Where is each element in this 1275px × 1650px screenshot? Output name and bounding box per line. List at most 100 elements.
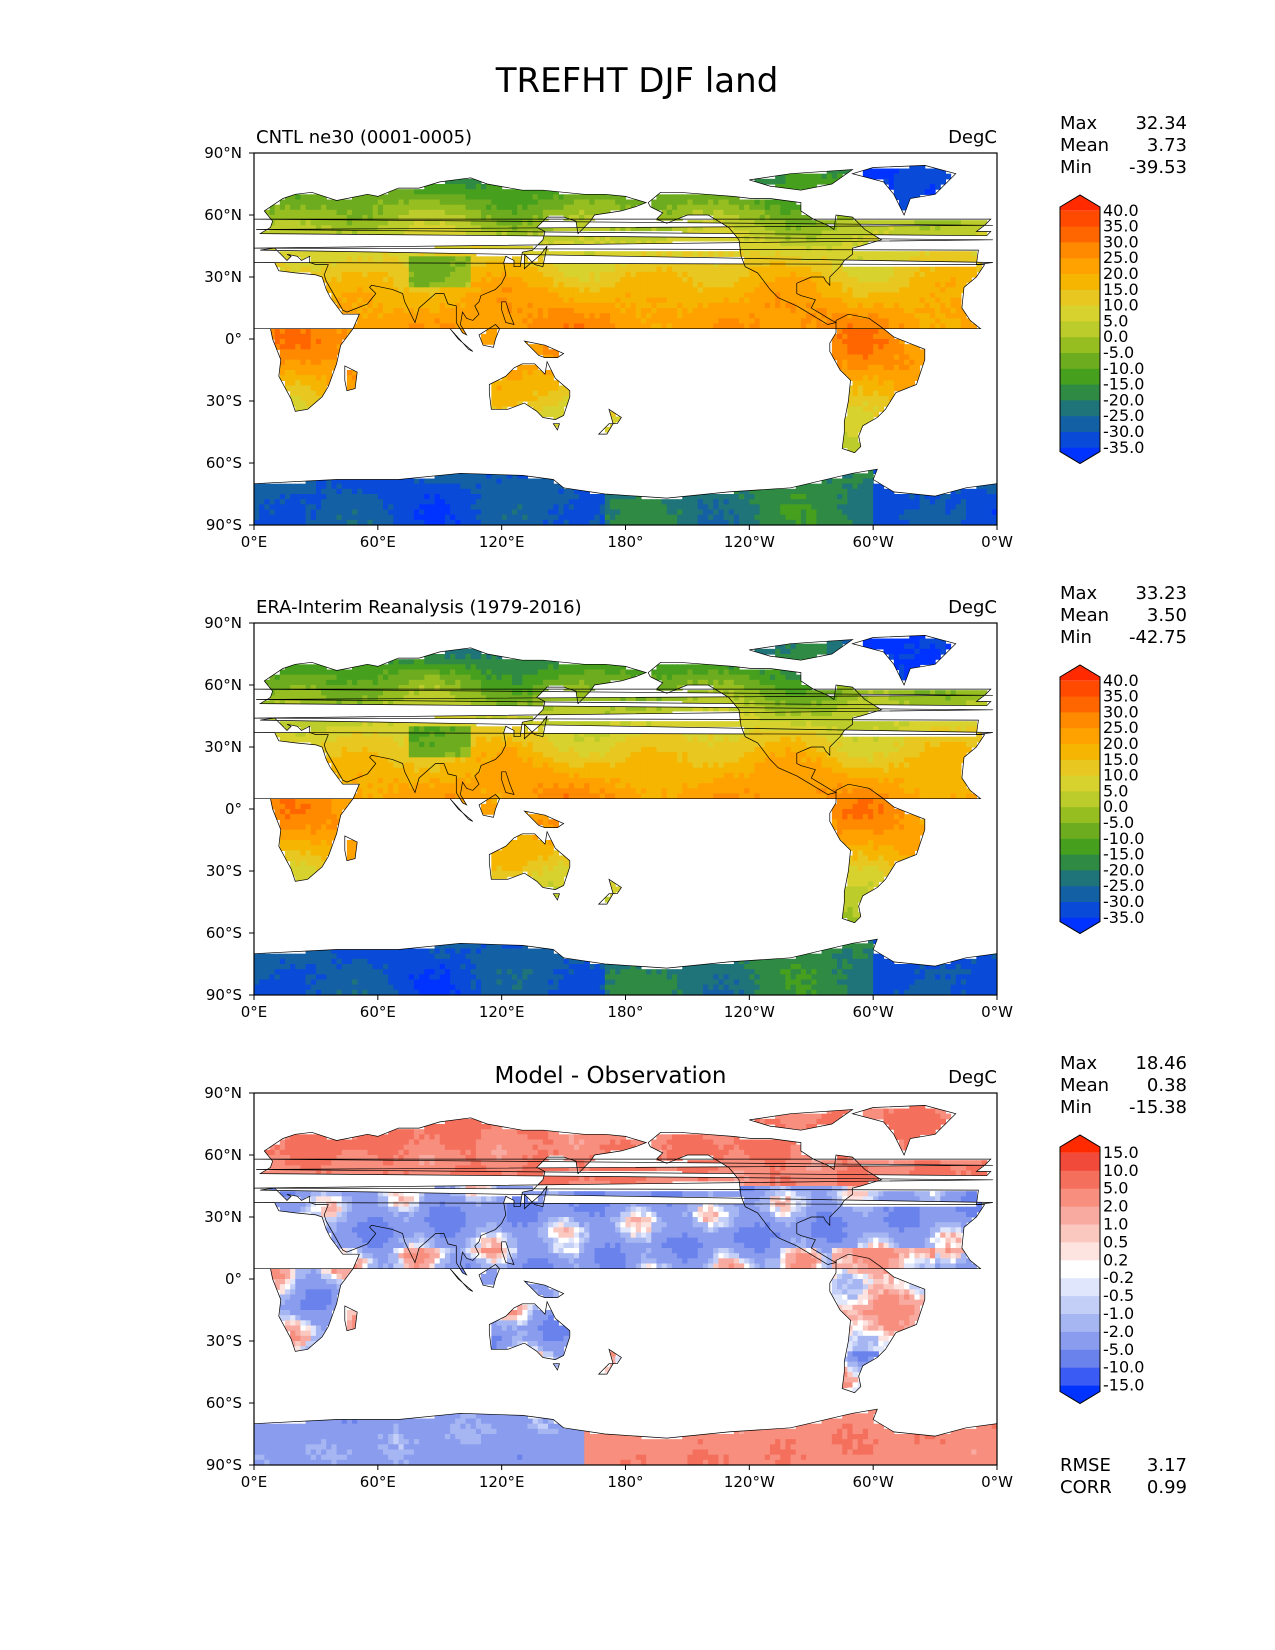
data-cell xyxy=(501,664,508,671)
data-cell xyxy=(806,514,812,521)
data-cell xyxy=(439,251,446,257)
data-cell xyxy=(904,499,910,505)
data-cell xyxy=(377,514,384,521)
data-cell xyxy=(434,483,441,490)
data-cell xyxy=(924,509,931,516)
data-cell xyxy=(558,664,565,671)
data-cell xyxy=(579,292,585,299)
data-cell xyxy=(615,194,621,201)
data-cell xyxy=(357,277,363,283)
data-cell xyxy=(584,235,590,242)
data-cell xyxy=(806,277,812,283)
data-cell xyxy=(594,664,601,671)
data-cell xyxy=(945,220,952,226)
data-cell xyxy=(723,282,730,288)
data-cell xyxy=(687,664,694,671)
data-cell xyxy=(852,297,859,304)
data-cell xyxy=(372,225,379,232)
data-cell xyxy=(790,648,797,655)
data-cell xyxy=(640,271,647,278)
data-cell xyxy=(888,504,895,511)
data-cell xyxy=(284,333,291,340)
data-cell xyxy=(290,328,296,335)
data-cell xyxy=(357,199,363,206)
data-cell xyxy=(960,519,967,525)
data-cell xyxy=(640,199,647,206)
data-cell xyxy=(919,220,926,226)
data-cell xyxy=(821,483,828,490)
data-cell xyxy=(857,266,864,273)
data-cell xyxy=(687,514,694,521)
data-cell xyxy=(542,235,549,242)
data-cell xyxy=(300,483,307,490)
data-cell xyxy=(806,308,812,314)
data-cell xyxy=(486,519,492,525)
data-cell xyxy=(579,494,585,500)
data-cell xyxy=(924,504,931,511)
data-cell xyxy=(661,261,668,268)
data-cell xyxy=(573,215,580,221)
data-cell xyxy=(481,488,487,495)
data-cell xyxy=(470,473,477,480)
data-cell xyxy=(481,514,487,521)
data-cell xyxy=(346,292,353,299)
data-cell xyxy=(893,302,900,309)
data-cell xyxy=(981,504,988,511)
data-cell xyxy=(759,514,766,521)
data-cell xyxy=(372,509,379,516)
data-cell xyxy=(408,209,415,216)
data-cell xyxy=(749,519,756,525)
data-cell xyxy=(604,509,611,516)
data-cell xyxy=(305,359,312,366)
stat-value: 32.34 xyxy=(1135,113,1187,134)
data-cell xyxy=(465,664,472,671)
data-cell xyxy=(403,261,410,268)
data-cell xyxy=(842,318,848,325)
data-cell xyxy=(960,504,967,511)
data-cell xyxy=(671,251,678,257)
data-cell xyxy=(883,266,890,273)
data-cell xyxy=(594,297,601,304)
data-cell xyxy=(821,266,828,273)
data-cell xyxy=(357,504,363,511)
data-cell xyxy=(527,509,534,516)
data-cell xyxy=(671,302,678,309)
data-cell xyxy=(909,173,916,180)
data-cell xyxy=(769,499,776,505)
data-cell xyxy=(862,380,869,387)
data-cell xyxy=(341,277,348,283)
data-cell xyxy=(754,261,761,268)
data-cell xyxy=(419,266,425,273)
data-cell xyxy=(481,184,487,190)
data-cell xyxy=(450,509,456,516)
data-cell xyxy=(873,468,879,474)
data-cell xyxy=(357,494,363,500)
data-cell xyxy=(919,354,926,361)
data-cell xyxy=(310,194,317,201)
data-cell xyxy=(532,302,539,309)
data-cell xyxy=(388,256,394,263)
data-cell xyxy=(553,380,560,387)
data-cell xyxy=(775,230,781,237)
data-cell xyxy=(754,271,761,278)
data-cell xyxy=(491,292,498,299)
data-cell xyxy=(542,344,549,350)
data-cell xyxy=(434,282,441,288)
data-cell xyxy=(940,504,946,511)
data-cell xyxy=(506,375,513,381)
data-cell xyxy=(857,333,864,340)
data-cell xyxy=(847,385,854,392)
data-cell xyxy=(259,494,265,500)
data-cell xyxy=(806,271,812,278)
data-cell xyxy=(775,204,781,211)
data-cell xyxy=(352,483,358,490)
data-cell xyxy=(692,318,699,325)
data-cell xyxy=(971,271,977,278)
data-cell xyxy=(315,499,322,505)
data-cell xyxy=(821,297,828,304)
data-cell xyxy=(749,251,756,257)
data-cell xyxy=(630,225,637,232)
data-cell xyxy=(816,494,823,500)
data-cell xyxy=(450,504,456,511)
data-cell xyxy=(656,313,663,319)
